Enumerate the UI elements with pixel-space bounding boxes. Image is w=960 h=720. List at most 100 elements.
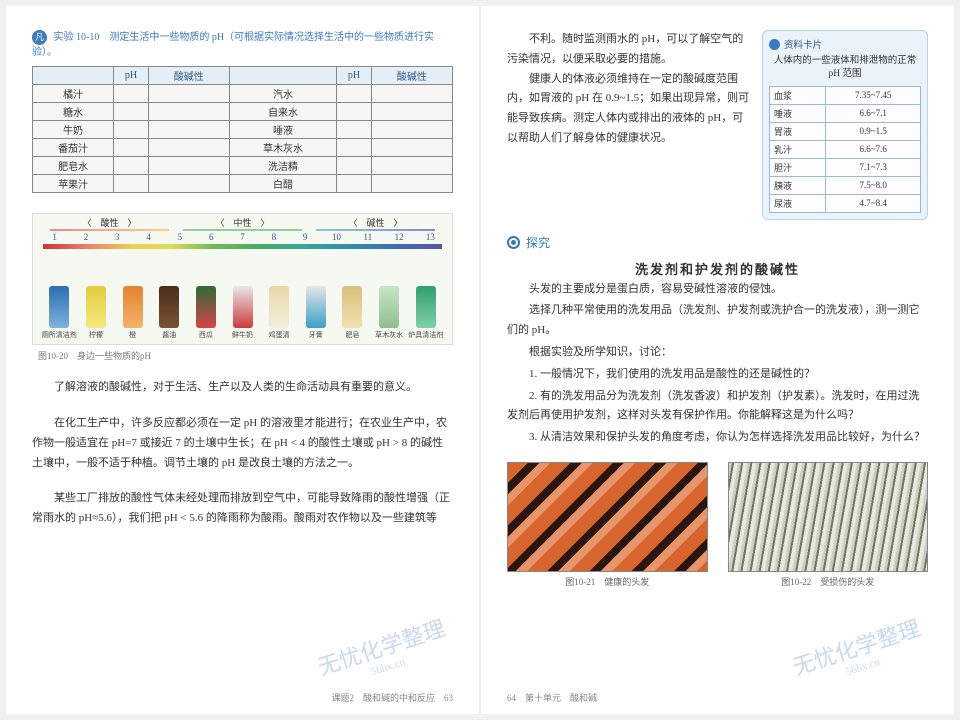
ph-item: 草木灰水 xyxy=(371,252,408,340)
table-header: 酸碱性 xyxy=(371,67,452,85)
item-icon xyxy=(196,286,216,328)
item-icon xyxy=(379,286,399,328)
inv-q1: 1. 一般情况下，我们使用的洗发用品是酸性的还是碱性的？ xyxy=(507,365,928,385)
figure-caption-10-21: 图10-21 健康的头发 xyxy=(507,575,708,588)
card-row: 血浆7.35~7.45 xyxy=(770,86,921,104)
ph-item: 橙 xyxy=(114,252,151,340)
item-icon xyxy=(269,286,289,328)
investigation-body: 头发的主要成分是蛋白质，容易受碱性溶液的侵蚀。 选择几种平常使用的洗发用品（洗发… xyxy=(507,280,928,448)
zone-label: 〈 酸性 〉 xyxy=(43,216,176,228)
section-label: 探究 xyxy=(526,234,550,251)
info-card-icon xyxy=(769,39,780,50)
card-row: 乳汁6.6~7.6 xyxy=(770,140,921,158)
right-p1: 不利。随时监测雨水的 pH，可以了解空气的污染情况，以便采取必要的措施。 xyxy=(507,30,750,70)
experiment-table: pH酸碱性pH酸碱性 橘汁汽水糖水自来水牛奶唾液番茄汁草木灰水肥皂水洗洁精苹果汁… xyxy=(32,66,453,193)
info-card: 资料卡片 人体内的一些液体和排泄物的正常 pH 范围 血浆7.35~7.45唾液… xyxy=(762,30,928,220)
scale-number: 1 xyxy=(39,232,70,242)
item-label: 西瓜 xyxy=(199,330,213,340)
ph-item: 鸡蛋清 xyxy=(261,252,298,340)
heading-badge-icon: 凡 xyxy=(32,30,47,45)
figure-10-21 xyxy=(507,462,708,572)
ph-item: 炉具清洁剂 xyxy=(407,252,444,340)
table-header xyxy=(229,67,336,85)
scale-number: 9 xyxy=(290,232,321,242)
scale-number: 13 xyxy=(415,232,446,242)
item-icon xyxy=(306,286,326,328)
scale-number: 6 xyxy=(196,232,227,242)
item-icon xyxy=(342,286,362,328)
watermark-right: 无忧化学整理56hx.cn xyxy=(788,611,927,694)
table-header: 酸碱性 xyxy=(148,67,229,85)
scale-number: 11 xyxy=(352,232,383,242)
ph-item: 厕所清洁剂 xyxy=(41,252,78,340)
table-header: pH xyxy=(114,67,149,85)
scale-number: 7 xyxy=(227,232,258,242)
item-label: 厕所清洁剂 xyxy=(42,330,77,340)
card-row: 胰液7.5~8.0 xyxy=(770,176,921,194)
inv-p3: 根据实验及所学知识，讨论： xyxy=(507,343,928,363)
table-header: pH xyxy=(337,67,372,85)
heading-text: 实验 10-10 测定生活中一些物质的 pH（可根据实际情况选择生活中的一些物质… xyxy=(32,32,434,58)
paragraph-3: 某些工厂排放的酸性气体未经处理而排放到空气中，可能导致降雨的酸性增强（正常雨水的… xyxy=(32,489,453,529)
ph-item: 西瓜 xyxy=(188,252,225,340)
explore-icon xyxy=(507,236,520,249)
table-header xyxy=(33,67,114,85)
item-label: 橙 xyxy=(129,330,136,340)
item-label: 肥皂 xyxy=(345,330,359,340)
table-row: 番茄汁草木灰水 xyxy=(33,139,453,157)
info-card-badge: 资料卡片 xyxy=(784,37,822,51)
inv-p2: 选择几种平常使用的洗发用品（洗发剂、护发剂或洗护合一的洗发液），测一测它们的 p… xyxy=(507,301,928,341)
page-right: 不利。随时监测雨水的 pH，可以了解空气的污染情况，以便采取必要的措施。 健康人… xyxy=(481,6,954,714)
scale-number: 8 xyxy=(258,232,289,242)
scale-number: 4 xyxy=(133,232,164,242)
inv-q3: 3. 从清洁效果和保护头发的角度考虑，你认为怎样选择洗发用品比较好，为什么？ xyxy=(507,428,928,448)
card-row: 胆汁7.1~7.3 xyxy=(770,158,921,176)
scale-number: 12 xyxy=(383,232,414,242)
zone-label: 〈 碱性 〉 xyxy=(309,216,442,228)
scale-number: 10 xyxy=(321,232,352,242)
ph-item: 柠檬 xyxy=(78,252,115,340)
figure-caption-10-20: 图10-20 身边一些物质的pH xyxy=(38,349,453,362)
investigation-title: 洗发剂和护发剂的酸碱性 xyxy=(507,259,928,278)
right-p2: 健康人的体液必须维持在一定的酸碱度范围内，如胃液的 pH 在 0.9~1.5；如… xyxy=(507,70,750,149)
item-label: 鲜牛奶 xyxy=(232,330,253,340)
ph-item: 鲜牛奶 xyxy=(224,252,261,340)
info-card-table: 血浆7.35~7.45唾液6.6~7.1胃液0.9~1.5乳汁6.6~7.6胆汁… xyxy=(769,86,921,213)
experiment-heading: 凡 实验 10-10 测定生活中一些物质的 pH（可根据实际情况选择生活中的一些… xyxy=(32,30,453,60)
card-row: 胃液0.9~1.5 xyxy=(770,122,921,140)
page-footer-left: 课题2 酸和碱的中和反应 63 xyxy=(331,691,453,704)
page-left: 凡 实验 10-10 测定生活中一些物质的 pH（可根据实际情况选择生活中的一些… xyxy=(6,6,479,714)
table-row: 橘汁汽水 xyxy=(33,85,453,103)
table-row: 糖水自来水 xyxy=(33,103,453,121)
card-row: 唾液6.6~7.1 xyxy=(770,104,921,122)
item-icon xyxy=(159,286,179,328)
item-label: 炉具清洁剂 xyxy=(408,330,443,340)
scale-number: 3 xyxy=(102,232,133,242)
item-icon xyxy=(416,286,436,328)
item-label: 柠檬 xyxy=(89,330,103,340)
scale-number: 2 xyxy=(70,232,101,242)
item-label: 酱油 xyxy=(162,330,176,340)
paragraph-2: 在化工生产中，许多反应都必须在一定 pH 的溶液里才能进行；在农业生产中，农作物… xyxy=(32,414,453,473)
item-label: 草木灰水 xyxy=(375,330,403,340)
ph-item: 牙膏 xyxy=(297,252,334,340)
table-row: 牛奶唾液 xyxy=(33,121,453,139)
table-row: 苹果汁白醋 xyxy=(33,175,453,193)
info-card-title: 人体内的一些液体和排泄物的正常 pH 范围 xyxy=(769,55,921,82)
page-footer-right: 64 第十单元 酸和碱 xyxy=(507,691,597,704)
ph-scale-figure: 〈 酸性 〉〈 中性 〉〈 碱性 〉 12345678910111213 厕所清… xyxy=(32,213,453,345)
figure-10-22 xyxy=(728,462,929,572)
item-label: 鸡蛋清 xyxy=(269,330,290,340)
item-icon xyxy=(123,286,143,328)
item-label: 牙膏 xyxy=(309,330,323,340)
zone-label: 〈 中性 〉 xyxy=(176,216,309,228)
card-row: 尿液4.7~8.4 xyxy=(770,194,921,212)
table-row: 肥皂水洗洁精 xyxy=(33,157,453,175)
inv-q2: 2. 有的洗发用品分为洗发剂（洗发香波）和护发剂（护发素）。洗发时，在用过洗发剂… xyxy=(507,387,928,427)
watermark-left: 无忧化学整理56hx.cn xyxy=(313,611,452,694)
right-main-text: 不利。随时监测雨水的 pH，可以了解空气的污染情况，以便采取必要的措施。 健康人… xyxy=(507,30,750,220)
item-icon xyxy=(233,286,253,328)
hair-images: 图10-21 健康的头发 图10-22 受损伤的头发 xyxy=(507,462,928,588)
inv-p1: 头发的主要成分是蛋白质，容易受碱性溶液的侵蚀。 xyxy=(507,280,928,300)
item-icon xyxy=(86,286,106,328)
